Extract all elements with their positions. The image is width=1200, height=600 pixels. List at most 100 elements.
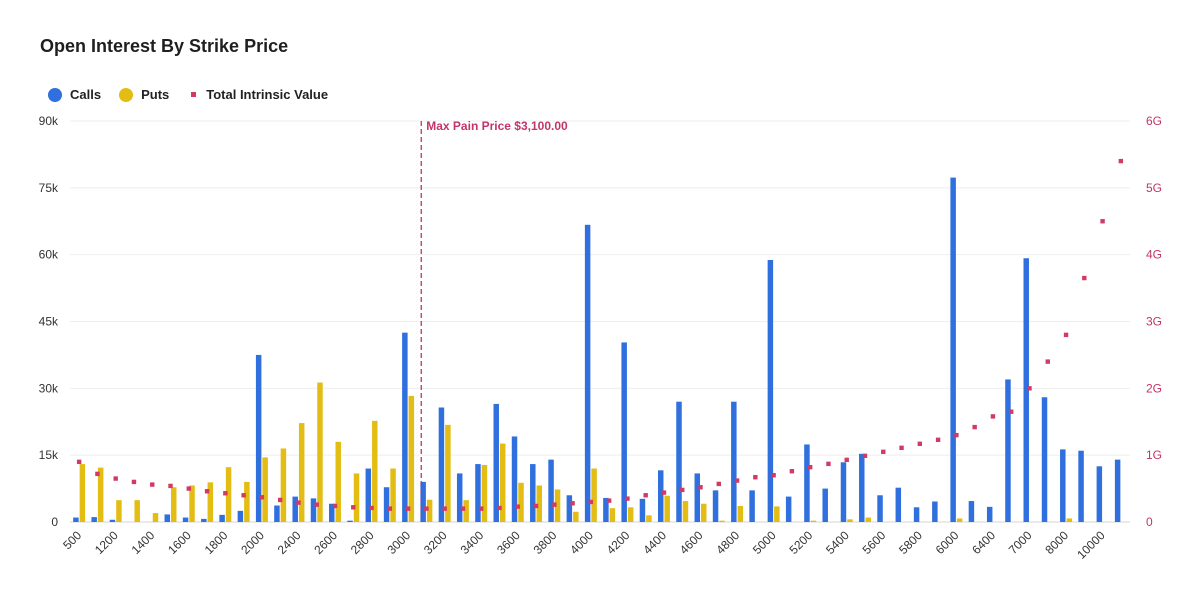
legend-item-intrinsic[interactable]: Total Intrinsic Value bbox=[187, 87, 328, 102]
intrinsic-value-point bbox=[259, 495, 265, 500]
calls-bar bbox=[1041, 397, 1048, 522]
puts-bar bbox=[591, 468, 597, 522]
calls-bar bbox=[164, 514, 171, 522]
x-tick-label: 1400 bbox=[129, 528, 158, 557]
puts-bar bbox=[847, 519, 853, 522]
puts-bar bbox=[189, 485, 195, 522]
puts-bar bbox=[737, 505, 744, 522]
x-tick-label: 10000 bbox=[1074, 528, 1108, 562]
chart-title: Open Interest By Strike Price bbox=[40, 36, 289, 56]
puts-bar bbox=[79, 464, 86, 522]
legend-item-calls[interactable]: Calls bbox=[48, 87, 101, 102]
x-tick-label: 2000 bbox=[238, 528, 267, 557]
puts-bar bbox=[609, 508, 616, 522]
intrinsic-value-point bbox=[807, 464, 813, 470]
calls-bar bbox=[731, 401, 737, 522]
calls-bar bbox=[676, 401, 682, 522]
intrinsic-value-point bbox=[606, 498, 612, 503]
intrinsic-value-point bbox=[387, 506, 393, 511]
legend-label-intrinsic: Total Intrinsic Value bbox=[206, 87, 329, 102]
puts-bar bbox=[481, 464, 488, 522]
puts-bar bbox=[865, 517, 871, 522]
calls-bar bbox=[968, 501, 975, 522]
intrinsic-value-point bbox=[76, 459, 82, 465]
calls-bar bbox=[456, 473, 463, 522]
intrinsic-value-point bbox=[442, 506, 447, 511]
intrinsic-value-point bbox=[424, 506, 429, 511]
y-left-tick-label: 45k bbox=[39, 315, 59, 329]
legend: Calls Puts Total Intrinsic Value bbox=[48, 87, 346, 102]
y-left-tick-label: 90k bbox=[39, 114, 59, 128]
intrinsic-value-point bbox=[95, 471, 100, 477]
intrinsic-value-point bbox=[223, 491, 228, 496]
intrinsic-value-point bbox=[533, 503, 539, 509]
calls-bar bbox=[109, 519, 116, 522]
calls-bar bbox=[91, 517, 97, 522]
intrinsic-value-point bbox=[1063, 332, 1069, 338]
y-left-tick-label: 30k bbox=[39, 381, 59, 395]
x-tick-label: 4000 bbox=[567, 528, 596, 557]
calls-bar bbox=[913, 507, 920, 522]
calls-bar bbox=[383, 487, 390, 522]
x-tick-label: 4600 bbox=[677, 528, 706, 557]
x-tick-label: 3000 bbox=[384, 528, 413, 557]
calls-bar bbox=[475, 464, 481, 522]
y-left-tick-label: 60k bbox=[39, 248, 59, 262]
puts-bar bbox=[298, 423, 305, 522]
calls-bar bbox=[347, 520, 353, 522]
puts-bar bbox=[262, 457, 268, 522]
intrinsic-value-point bbox=[990, 414, 996, 419]
puts-bar bbox=[956, 518, 963, 522]
intrinsic-value-point bbox=[479, 506, 484, 511]
intrinsic-value-point bbox=[680, 487, 685, 493]
intrinsic-value-point bbox=[168, 483, 173, 489]
x-tick-label: 3200 bbox=[421, 528, 450, 557]
x-tick-label: 3600 bbox=[494, 528, 523, 557]
calls-bar bbox=[511, 436, 518, 522]
intrinsic-value-point bbox=[935, 437, 941, 442]
calls-bar bbox=[822, 488, 828, 522]
intrinsic-value-point bbox=[460, 506, 466, 511]
puts-bar bbox=[682, 501, 689, 522]
calls-bar bbox=[182, 517, 189, 522]
x-tick-label: 4800 bbox=[713, 528, 742, 557]
x-tick-label: 3400 bbox=[458, 528, 487, 557]
puts-bar bbox=[810, 520, 817, 522]
calls-bar bbox=[657, 470, 664, 522]
calls-bar bbox=[566, 495, 573, 522]
puts-bar bbox=[207, 482, 214, 522]
calls-bar bbox=[219, 514, 225, 522]
puts-bar bbox=[774, 506, 780, 522]
y-right-tick-label: 4G bbox=[1146, 248, 1162, 262]
x-tick-label: 1600 bbox=[165, 528, 194, 557]
y-left-tick-label: 75k bbox=[39, 181, 59, 195]
calls-bar bbox=[292, 496, 298, 522]
intrinsic-value-point bbox=[972, 424, 977, 430]
calls-bar bbox=[438, 407, 445, 522]
intrinsic-value-point bbox=[588, 499, 594, 505]
puts-bar bbox=[536, 485, 543, 522]
legend-item-puts[interactable]: Puts bbox=[119, 87, 169, 102]
puts-bar bbox=[244, 481, 250, 522]
intrinsic-value-point bbox=[296, 500, 301, 505]
intrinsic-value-point bbox=[753, 475, 758, 480]
puts-bar bbox=[445, 424, 451, 522]
calls-bar bbox=[603, 497, 609, 522]
x-tick-label: 4400 bbox=[640, 528, 669, 557]
intrinsic-value-point bbox=[881, 449, 886, 455]
calls-bar bbox=[785, 496, 792, 522]
intrinsic-value-point bbox=[150, 482, 155, 487]
y-right-tick-label: 0 bbox=[1146, 515, 1153, 529]
intrinsic-value-point bbox=[716, 481, 721, 487]
intrinsic-value-point bbox=[332, 503, 338, 509]
x-tick-label: 2400 bbox=[275, 528, 304, 557]
intrinsic-value-point bbox=[1100, 219, 1105, 224]
x-tick-label: 5200 bbox=[787, 528, 816, 557]
calls-bar bbox=[201, 518, 207, 522]
intrinsic-value-point bbox=[698, 485, 703, 490]
calls-bar bbox=[1023, 258, 1029, 522]
calls-swatch-icon bbox=[48, 87, 62, 102]
intrinsic-value-point bbox=[844, 457, 849, 463]
puts-bar bbox=[1066, 518, 1073, 522]
puts-bar bbox=[646, 515, 652, 522]
